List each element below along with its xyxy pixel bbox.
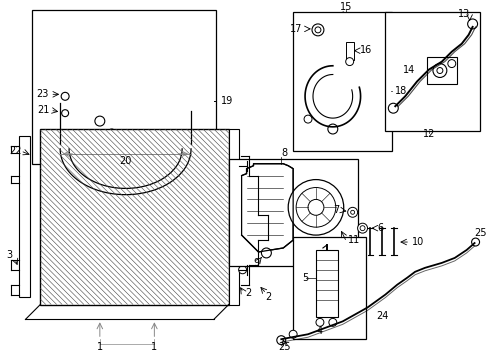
Bar bbox=[293, 12, 391, 151]
Circle shape bbox=[61, 110, 68, 117]
Text: 22: 22 bbox=[9, 146, 22, 156]
Bar bbox=[385, 12, 479, 131]
Circle shape bbox=[447, 60, 455, 68]
Circle shape bbox=[347, 207, 357, 217]
Bar bbox=[41, 129, 228, 305]
Circle shape bbox=[311, 24, 323, 36]
Bar bbox=[228, 129, 238, 305]
Text: 14: 14 bbox=[402, 64, 414, 75]
Text: 2: 2 bbox=[264, 292, 271, 302]
Circle shape bbox=[95, 116, 104, 126]
Text: 2: 2 bbox=[245, 288, 251, 298]
Circle shape bbox=[314, 27, 320, 33]
Circle shape bbox=[238, 266, 246, 274]
Circle shape bbox=[315, 318, 323, 326]
Text: 6: 6 bbox=[377, 223, 383, 233]
Text: 18: 18 bbox=[394, 86, 407, 96]
Text: 13: 13 bbox=[457, 9, 469, 19]
Circle shape bbox=[307, 199, 323, 215]
Text: 10: 10 bbox=[411, 237, 424, 247]
Text: 16: 16 bbox=[359, 45, 371, 55]
Circle shape bbox=[345, 58, 353, 66]
Text: 8: 8 bbox=[281, 148, 287, 158]
Circle shape bbox=[436, 68, 442, 73]
Circle shape bbox=[55, 144, 65, 154]
Circle shape bbox=[467, 19, 477, 29]
Circle shape bbox=[350, 210, 354, 214]
Text: 19: 19 bbox=[221, 96, 233, 106]
Circle shape bbox=[304, 115, 311, 123]
Circle shape bbox=[276, 336, 285, 345]
Polygon shape bbox=[241, 164, 293, 252]
Text: 17: 17 bbox=[289, 24, 302, 34]
Bar bbox=[32, 10, 215, 164]
Text: 11: 11 bbox=[347, 235, 359, 245]
Circle shape bbox=[186, 144, 196, 154]
Bar bbox=[315, 250, 337, 318]
Text: 9: 9 bbox=[253, 258, 259, 268]
Circle shape bbox=[288, 330, 297, 338]
Text: 12: 12 bbox=[422, 129, 434, 139]
Circle shape bbox=[470, 238, 479, 246]
Text: 3: 3 bbox=[6, 250, 13, 260]
Bar bbox=[228, 159, 357, 266]
Circle shape bbox=[296, 188, 335, 227]
Text: 15: 15 bbox=[339, 2, 351, 12]
Circle shape bbox=[61, 92, 69, 100]
Bar bbox=[19, 136, 30, 297]
Circle shape bbox=[328, 318, 336, 326]
Circle shape bbox=[238, 162, 246, 170]
Circle shape bbox=[432, 64, 446, 77]
Text: 1: 1 bbox=[97, 342, 102, 352]
Text: 5: 5 bbox=[302, 273, 308, 283]
Circle shape bbox=[261, 248, 271, 258]
Text: 24: 24 bbox=[375, 311, 388, 321]
Text: 1: 1 bbox=[151, 342, 157, 352]
Text: 21: 21 bbox=[37, 105, 49, 115]
Text: 4: 4 bbox=[316, 326, 323, 336]
Bar bbox=[293, 237, 365, 339]
Circle shape bbox=[359, 226, 365, 231]
Bar bbox=[426, 57, 456, 84]
Text: 7: 7 bbox=[333, 205, 339, 215]
Text: 25: 25 bbox=[277, 342, 290, 352]
Text: 25: 25 bbox=[474, 228, 486, 238]
Text: 23: 23 bbox=[36, 89, 48, 99]
Circle shape bbox=[107, 129, 116, 137]
Bar bbox=[345, 42, 353, 60]
Text: 20: 20 bbox=[119, 156, 132, 166]
Circle shape bbox=[287, 180, 343, 235]
Circle shape bbox=[387, 103, 397, 113]
Circle shape bbox=[357, 223, 367, 233]
Circle shape bbox=[327, 124, 337, 134]
